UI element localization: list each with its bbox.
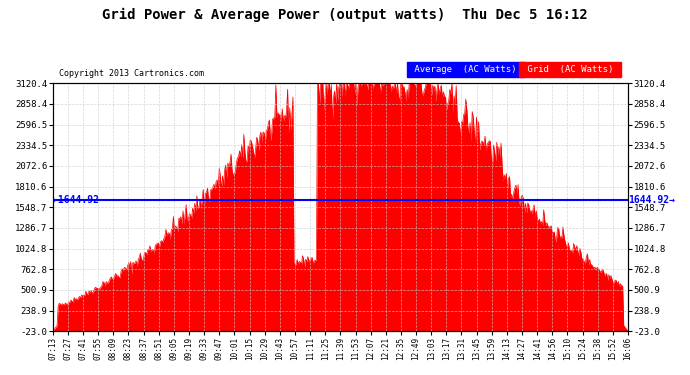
Text: 1644.92→: 1644.92→	[628, 195, 675, 205]
Text: Grid Power & Average Power (output watts)  Thu Dec 5 16:12: Grid Power & Average Power (output watts…	[102, 8, 588, 22]
Text: Average  (AC Watts): Average (AC Watts)	[409, 65, 522, 74]
Text: Grid  (AC Watts): Grid (AC Watts)	[522, 65, 618, 74]
Text: Copyright 2013 Cartronics.com: Copyright 2013 Cartronics.com	[59, 69, 204, 78]
Text: ←1644.92: ←1644.92	[53, 195, 100, 205]
